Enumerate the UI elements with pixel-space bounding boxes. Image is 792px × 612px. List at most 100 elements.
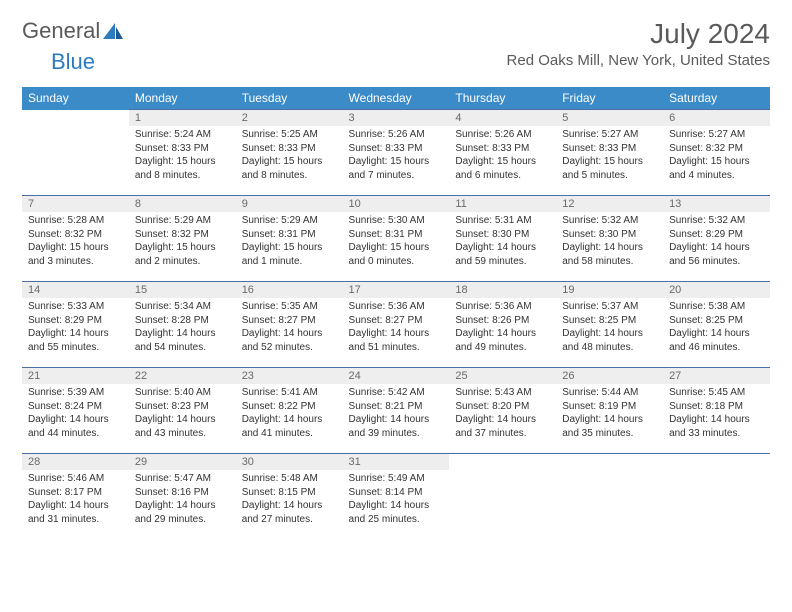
weekday-header: Monday: [129, 87, 236, 110]
day-number: 10: [343, 196, 450, 212]
day-details: Sunrise: 5:26 AMSunset: 8:33 PMDaylight:…: [449, 126, 556, 186]
day-details: Sunrise: 5:49 AMSunset: 8:14 PMDaylight:…: [343, 470, 450, 530]
day-details: Sunrise: 5:37 AMSunset: 8:25 PMDaylight:…: [556, 298, 663, 358]
day-details: Sunrise: 5:34 AMSunset: 8:28 PMDaylight:…: [129, 298, 236, 358]
day-cell: 31Sunrise: 5:49 AMSunset: 8:14 PMDayligh…: [343, 454, 450, 540]
day-cell: 8Sunrise: 5:29 AMSunset: 8:32 PMDaylight…: [129, 196, 236, 282]
day-cell: 27Sunrise: 5:45 AMSunset: 8:18 PMDayligh…: [663, 368, 770, 454]
day-details: Sunrise: 5:29 AMSunset: 8:32 PMDaylight:…: [129, 212, 236, 272]
weekday-header: Tuesday: [236, 87, 343, 110]
day-number: 5: [556, 110, 663, 126]
day-number: 28: [22, 454, 129, 470]
day-number: 30: [236, 454, 343, 470]
day-number: 13: [663, 196, 770, 212]
day-details: Sunrise: 5:43 AMSunset: 8:20 PMDaylight:…: [449, 384, 556, 444]
day-number: 14: [22, 282, 129, 298]
day-number: 6: [663, 110, 770, 126]
day-number: 19: [556, 282, 663, 298]
calendar-body: 1Sunrise: 5:24 AMSunset: 8:33 PMDaylight…: [22, 110, 770, 540]
day-details: Sunrise: 5:31 AMSunset: 8:30 PMDaylight:…: [449, 212, 556, 272]
weekday-header: Sunday: [22, 87, 129, 110]
day-cell: 24Sunrise: 5:42 AMSunset: 8:21 PMDayligh…: [343, 368, 450, 454]
day-number: 1: [129, 110, 236, 126]
day-cell: 20Sunrise: 5:38 AMSunset: 8:25 PMDayligh…: [663, 282, 770, 368]
day-number: 23: [236, 368, 343, 384]
day-cell: 4Sunrise: 5:26 AMSunset: 8:33 PMDaylight…: [449, 110, 556, 196]
day-number: 27: [663, 368, 770, 384]
day-details: Sunrise: 5:38 AMSunset: 8:25 PMDaylight:…: [663, 298, 770, 358]
day-number: 26: [556, 368, 663, 384]
empty-cell: [449, 454, 556, 540]
day-cell: 18Sunrise: 5:36 AMSunset: 8:26 PMDayligh…: [449, 282, 556, 368]
logo-sail-icon: [103, 23, 123, 39]
day-number: 17: [343, 282, 450, 298]
day-cell: 25Sunrise: 5:43 AMSunset: 8:20 PMDayligh…: [449, 368, 556, 454]
day-number: 2: [236, 110, 343, 126]
day-cell: 5Sunrise: 5:27 AMSunset: 8:33 PMDaylight…: [556, 110, 663, 196]
day-details: Sunrise: 5:35 AMSunset: 8:27 PMDaylight:…: [236, 298, 343, 358]
day-number: 20: [663, 282, 770, 298]
day-cell: 19Sunrise: 5:37 AMSunset: 8:25 PMDayligh…: [556, 282, 663, 368]
day-cell: 12Sunrise: 5:32 AMSunset: 8:30 PMDayligh…: [556, 196, 663, 282]
empty-cell: [556, 454, 663, 540]
day-cell: 29Sunrise: 5:47 AMSunset: 8:16 PMDayligh…: [129, 454, 236, 540]
day-details: Sunrise: 5:42 AMSunset: 8:21 PMDaylight:…: [343, 384, 450, 444]
weekday-header: Saturday: [663, 87, 770, 110]
day-details: Sunrise: 5:45 AMSunset: 8:18 PMDaylight:…: [663, 384, 770, 444]
day-details: Sunrise: 5:36 AMSunset: 8:26 PMDaylight:…: [449, 298, 556, 358]
day-cell: 13Sunrise: 5:32 AMSunset: 8:29 PMDayligh…: [663, 196, 770, 282]
weekday-header: Thursday: [449, 87, 556, 110]
weekday-header-row: SundayMondayTuesdayWednesdayThursdayFrid…: [22, 87, 770, 110]
day-details: Sunrise: 5:25 AMSunset: 8:33 PMDaylight:…: [236, 126, 343, 186]
day-cell: 10Sunrise: 5:30 AMSunset: 8:31 PMDayligh…: [343, 196, 450, 282]
day-details: Sunrise: 5:47 AMSunset: 8:16 PMDaylight:…: [129, 470, 236, 530]
day-cell: 9Sunrise: 5:29 AMSunset: 8:31 PMDaylight…: [236, 196, 343, 282]
day-cell: 21Sunrise: 5:39 AMSunset: 8:24 PMDayligh…: [22, 368, 129, 454]
empty-cell: [22, 110, 129, 196]
day-details: Sunrise: 5:40 AMSunset: 8:23 PMDaylight:…: [129, 384, 236, 444]
day-cell: 11Sunrise: 5:31 AMSunset: 8:30 PMDayligh…: [449, 196, 556, 282]
day-cell: 1Sunrise: 5:24 AMSunset: 8:33 PMDaylight…: [129, 110, 236, 196]
day-number: 3: [343, 110, 450, 126]
day-details: Sunrise: 5:27 AMSunset: 8:32 PMDaylight:…: [663, 126, 770, 186]
logo-word-2: Blue: [51, 49, 95, 74]
day-details: Sunrise: 5:39 AMSunset: 8:24 PMDaylight:…: [22, 384, 129, 444]
day-details: Sunrise: 5:32 AMSunset: 8:29 PMDaylight:…: [663, 212, 770, 272]
month-title: July 2024: [507, 18, 770, 50]
day-cell: 6Sunrise: 5:27 AMSunset: 8:32 PMDaylight…: [663, 110, 770, 196]
calendar-table: SundayMondayTuesdayWednesdayThursdayFrid…: [22, 87, 770, 540]
day-number: 21: [22, 368, 129, 384]
day-number: 25: [449, 368, 556, 384]
day-number: 12: [556, 196, 663, 212]
logo: General: [22, 18, 125, 44]
day-details: Sunrise: 5:27 AMSunset: 8:33 PMDaylight:…: [556, 126, 663, 186]
day-number: 24: [343, 368, 450, 384]
empty-cell: [663, 454, 770, 540]
weekday-header: Friday: [556, 87, 663, 110]
day-details: Sunrise: 5:44 AMSunset: 8:19 PMDaylight:…: [556, 384, 663, 444]
day-number: 7: [22, 196, 129, 212]
day-details: Sunrise: 5:36 AMSunset: 8:27 PMDaylight:…: [343, 298, 450, 358]
day-number: 9: [236, 196, 343, 212]
day-number: 22: [129, 368, 236, 384]
day-number: 18: [449, 282, 556, 298]
day-details: Sunrise: 5:41 AMSunset: 8:22 PMDaylight:…: [236, 384, 343, 444]
day-number: 16: [236, 282, 343, 298]
day-details: Sunrise: 5:48 AMSunset: 8:15 PMDaylight:…: [236, 470, 343, 530]
day-number: 11: [449, 196, 556, 212]
day-number: 31: [343, 454, 450, 470]
day-details: Sunrise: 5:32 AMSunset: 8:30 PMDaylight:…: [556, 212, 663, 272]
day-details: Sunrise: 5:46 AMSunset: 8:17 PMDaylight:…: [22, 470, 129, 530]
day-number: 29: [129, 454, 236, 470]
day-cell: 26Sunrise: 5:44 AMSunset: 8:19 PMDayligh…: [556, 368, 663, 454]
day-details: Sunrise: 5:33 AMSunset: 8:29 PMDaylight:…: [22, 298, 129, 358]
day-cell: 3Sunrise: 5:26 AMSunset: 8:33 PMDaylight…: [343, 110, 450, 196]
day-cell: 2Sunrise: 5:25 AMSunset: 8:33 PMDaylight…: [236, 110, 343, 196]
day-cell: 16Sunrise: 5:35 AMSunset: 8:27 PMDayligh…: [236, 282, 343, 368]
day-number: 8: [129, 196, 236, 212]
day-number: 15: [129, 282, 236, 298]
day-cell: 7Sunrise: 5:28 AMSunset: 8:32 PMDaylight…: [22, 196, 129, 282]
day-details: Sunrise: 5:30 AMSunset: 8:31 PMDaylight:…: [343, 212, 450, 272]
weekday-header: Wednesday: [343, 87, 450, 110]
day-cell: 17Sunrise: 5:36 AMSunset: 8:27 PMDayligh…: [343, 282, 450, 368]
